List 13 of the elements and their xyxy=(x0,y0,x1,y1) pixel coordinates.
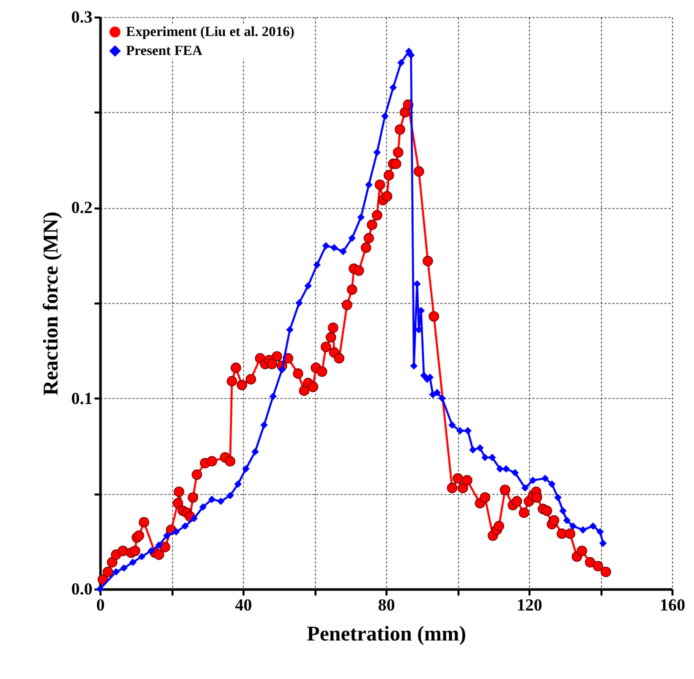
legend-label: Present FEA xyxy=(126,44,204,59)
y-tick-label: 0.0 xyxy=(71,580,92,598)
y-tick-label: 0.1 xyxy=(71,388,92,408)
x-axis-title: Penetration (mm) xyxy=(306,622,466,646)
y-tick-label: 0.3 xyxy=(71,8,92,26)
x-tick-label: 120 xyxy=(516,596,542,614)
y-axis-title: Reaction force (MN) xyxy=(38,212,62,396)
x-tick-label: 160 xyxy=(660,596,686,614)
x-tick-label: 40 xyxy=(235,596,252,614)
y-tick-label: 0.2 xyxy=(71,198,92,218)
legend-label: Experiment (Liu et al. 2016) xyxy=(126,25,295,40)
x-tick-label: 0 xyxy=(96,596,105,614)
x-tick-label: 80 xyxy=(378,596,395,614)
